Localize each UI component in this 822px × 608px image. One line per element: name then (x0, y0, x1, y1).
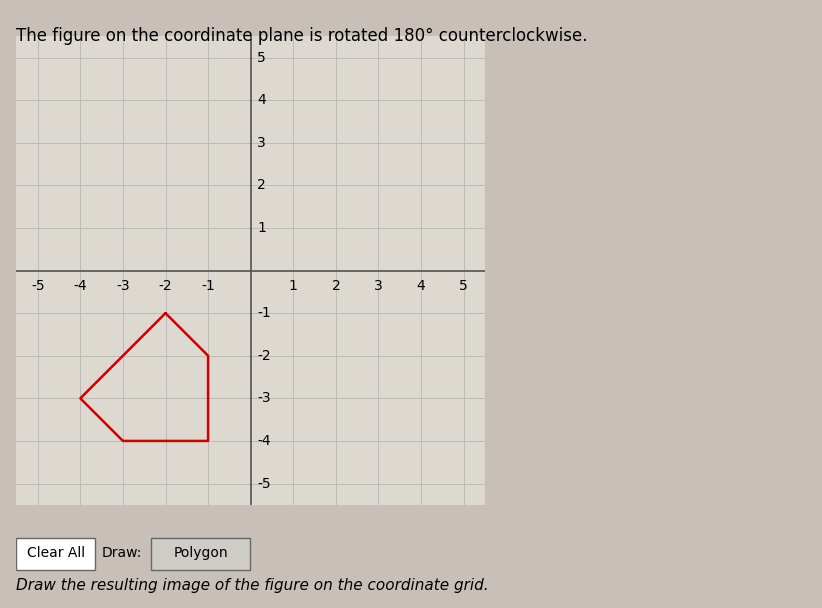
Text: 3: 3 (257, 136, 266, 150)
Text: -1: -1 (257, 306, 271, 320)
Text: 4: 4 (417, 279, 426, 293)
Text: Clear All: Clear All (27, 546, 85, 561)
Text: -4: -4 (73, 279, 87, 293)
Text: Draw:: Draw: (101, 546, 142, 561)
Text: 4: 4 (257, 93, 266, 107)
Text: 5: 5 (459, 279, 468, 293)
Text: -5: -5 (31, 279, 44, 293)
Text: 1: 1 (257, 221, 266, 235)
Text: Polygon: Polygon (173, 546, 228, 561)
Text: 5: 5 (257, 50, 266, 64)
Text: -3: -3 (257, 392, 270, 406)
Text: -4: -4 (257, 434, 270, 448)
Text: 2: 2 (257, 178, 266, 192)
Text: -3: -3 (116, 279, 130, 293)
Text: 2: 2 (331, 279, 340, 293)
Text: -1: -1 (201, 279, 215, 293)
Text: 1: 1 (289, 279, 298, 293)
Text: 3: 3 (374, 279, 383, 293)
Text: The figure on the coordinate plane is rotated 180° counterclockwise.: The figure on the coordinate plane is ro… (16, 27, 588, 46)
Text: Draw the resulting image of the figure on the coordinate grid.: Draw the resulting image of the figure o… (16, 578, 489, 593)
Text: -2: -2 (159, 279, 173, 293)
Text: -2: -2 (257, 349, 270, 363)
Text: -5: -5 (257, 477, 270, 491)
FancyBboxPatch shape (16, 538, 95, 570)
FancyBboxPatch shape (151, 538, 250, 570)
